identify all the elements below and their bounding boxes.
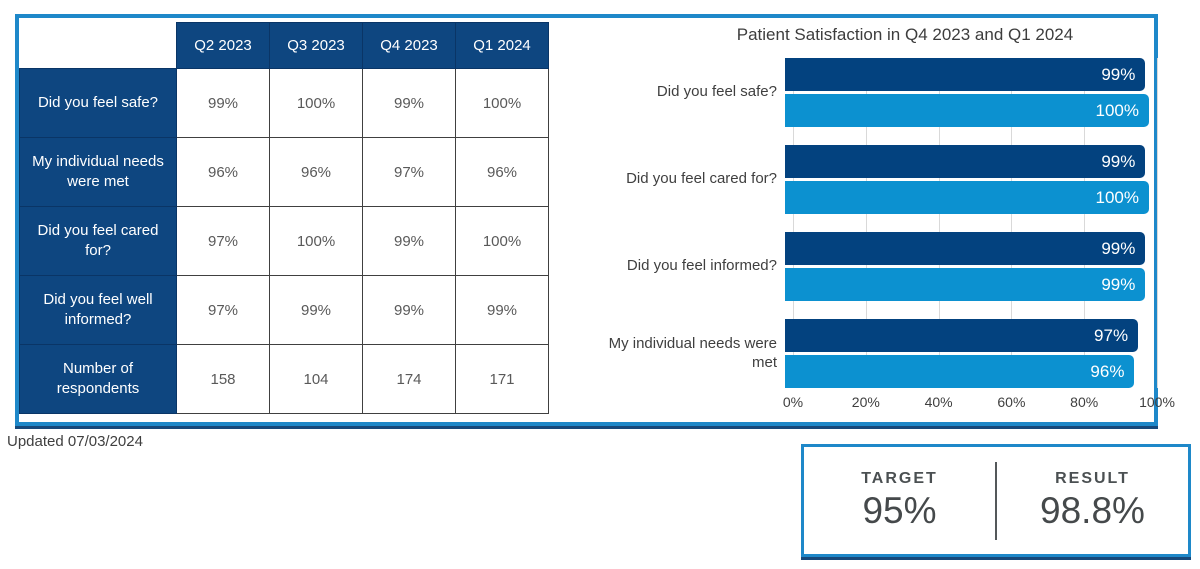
gridline xyxy=(938,58,940,388)
table-cell: 99% xyxy=(269,275,363,345)
x-axis: 0% 20% 40% 60% 80% 100% xyxy=(783,394,1175,414)
kpi-box: TARGET 95% RESULT 98.8% xyxy=(801,444,1191,557)
gridline xyxy=(793,58,794,388)
table-row: Number of respondents 158 104 174 171 xyxy=(19,344,549,414)
x-axis-tick-label: 80% xyxy=(1070,394,1099,410)
bar-track: 99% 100% xyxy=(785,145,1149,214)
bar-q4-2023: 99% xyxy=(785,232,1146,265)
bar-q4-2023: 99% xyxy=(785,145,1146,178)
chart-gridlines xyxy=(793,58,1158,388)
table-cell: 158 xyxy=(176,344,270,414)
gridline xyxy=(865,58,867,388)
satisfaction-table: Q2 2023 Q3 2023 Q4 2023 Q1 2024 Did you fee… xyxy=(19,22,549,414)
chart-category-label: Did you feel informed? xyxy=(626,257,777,275)
kpi-result: RESULT 98.8% xyxy=(997,470,1188,532)
bar-value-label: 100% xyxy=(1095,100,1139,120)
table-cell: 99% xyxy=(362,275,456,345)
table-row-label: My individual needs were met xyxy=(19,137,177,207)
table-cell: 99% xyxy=(176,68,270,138)
bar-q4-2023: 97% xyxy=(785,319,1139,352)
table-row: Did you feel well informed? 97% 99% 99% 99% xyxy=(19,275,549,345)
table-cell: 96% xyxy=(176,137,270,207)
table-row-label: Did you feel well informed? xyxy=(19,275,177,345)
table-cell: 97% xyxy=(362,137,456,207)
result-value: 98.8% xyxy=(1040,489,1145,531)
table-cell: 100% xyxy=(269,206,363,276)
table-cell: 97% xyxy=(176,206,270,276)
bar-q1-2024: 100% xyxy=(785,181,1149,214)
table-cell: 99% xyxy=(455,275,549,345)
x-axis-tick-label: 60% xyxy=(997,394,1026,410)
chart-category-label: Did you feel safe? xyxy=(656,83,777,101)
bar-value-label: 97% xyxy=(1094,325,1129,345)
x-axis-tick-label: 0% xyxy=(782,394,804,410)
table-cell: 96% xyxy=(455,137,549,207)
table-cell: 99% xyxy=(362,206,456,276)
bar-q1-2024: 99% xyxy=(785,268,1146,301)
chart-category-group: My individual needs were met 97% 96% xyxy=(585,319,1157,388)
x-axis-tick-label: 20% xyxy=(851,394,880,410)
bar-value-label: 99% xyxy=(1101,151,1136,171)
target-value: 95% xyxy=(862,489,937,531)
table-col-header: Q3 2023 xyxy=(269,22,363,69)
table-cell: 96% xyxy=(269,137,363,207)
table-row: Did you feel cared for? 97% 100% 99% 100% xyxy=(19,206,549,276)
satisfaction-chart: Did you feel safe? 99% 100% Did you feel ca… xyxy=(585,58,1157,388)
table-cell: 100% xyxy=(455,68,549,138)
bar-track: 99% 99% xyxy=(785,232,1149,301)
table-col-header: Q1 2024 xyxy=(455,22,549,69)
kpi-target: TARGET 95% xyxy=(804,470,995,532)
bar-q1-2024: 96% xyxy=(785,355,1135,388)
table-row-label: Did you feel cared for? xyxy=(19,206,177,276)
table-col-header: Q4 2023 xyxy=(362,22,456,69)
table-cell: 100% xyxy=(455,206,549,276)
chart-category-group: Did you feel cared for? 99% 100% xyxy=(585,145,1157,214)
table-cell: 174 xyxy=(362,344,456,414)
bar-q4-2023: 99% xyxy=(785,58,1146,91)
table-cell: 97% xyxy=(176,275,270,345)
chart-category-label: Did you feel cared for? xyxy=(626,170,777,188)
table-row-label: Did you feel safe? xyxy=(19,68,177,138)
x-axis-tick-label: 40% xyxy=(924,394,953,410)
table-body: Did you feel safe? 99% 100% 99% 100% My indiv… xyxy=(19,68,549,414)
main-panel: Q2 2023 Q3 2023 Q4 2023 Q1 2024 Did you fee… xyxy=(15,14,1175,426)
table-col-header: Q2 2023 xyxy=(176,22,270,69)
gridline xyxy=(1011,58,1013,388)
bar-value-label: 99% xyxy=(1101,238,1136,258)
gridline xyxy=(1157,58,1158,388)
bar-track: 99% 100% xyxy=(785,58,1149,127)
table-corner-cell xyxy=(19,22,177,69)
bar-value-label: 96% xyxy=(1090,361,1125,381)
x-axis-tick-label: 100% xyxy=(1139,394,1175,410)
target-label: TARGET xyxy=(861,469,938,487)
table-row-label: Number of respondents xyxy=(19,344,177,414)
updated-timestamp: Updated 07/03/2024 xyxy=(7,433,143,450)
chart-category-group: Did you feel informed? 99% 99% xyxy=(585,232,1157,301)
table-header: Q2 2023 Q3 2023 Q4 2023 Q1 2024 xyxy=(19,22,549,69)
chart-category-label: My individual needs were met xyxy=(608,334,777,371)
gridline xyxy=(1084,58,1086,388)
table-row: My individual needs were met 96% 96% 97% 96% xyxy=(19,137,549,207)
chart-category-group: Did you feel safe? 99% 100% xyxy=(585,58,1157,127)
bar-track: 97% 96% xyxy=(785,319,1149,388)
table-row: Did you feel safe? 99% 100% 99% 100% xyxy=(19,68,549,138)
kpi-divider xyxy=(995,461,997,540)
chart-title: Patient Satisfaction in Q4 2023 and Q1 2… xyxy=(736,25,1074,44)
bar-q1-2024: 100% xyxy=(785,94,1149,127)
bar-value-label: 99% xyxy=(1101,64,1136,84)
table-cell: 171 xyxy=(455,344,549,414)
table-cell: 99% xyxy=(362,68,456,138)
table-cell: 100% xyxy=(269,68,363,138)
result-label: RESULT xyxy=(1055,469,1130,487)
table-cell: 104 xyxy=(269,344,363,414)
bar-value-label: 100% xyxy=(1095,187,1139,207)
bar-value-label: 99% xyxy=(1101,274,1136,294)
